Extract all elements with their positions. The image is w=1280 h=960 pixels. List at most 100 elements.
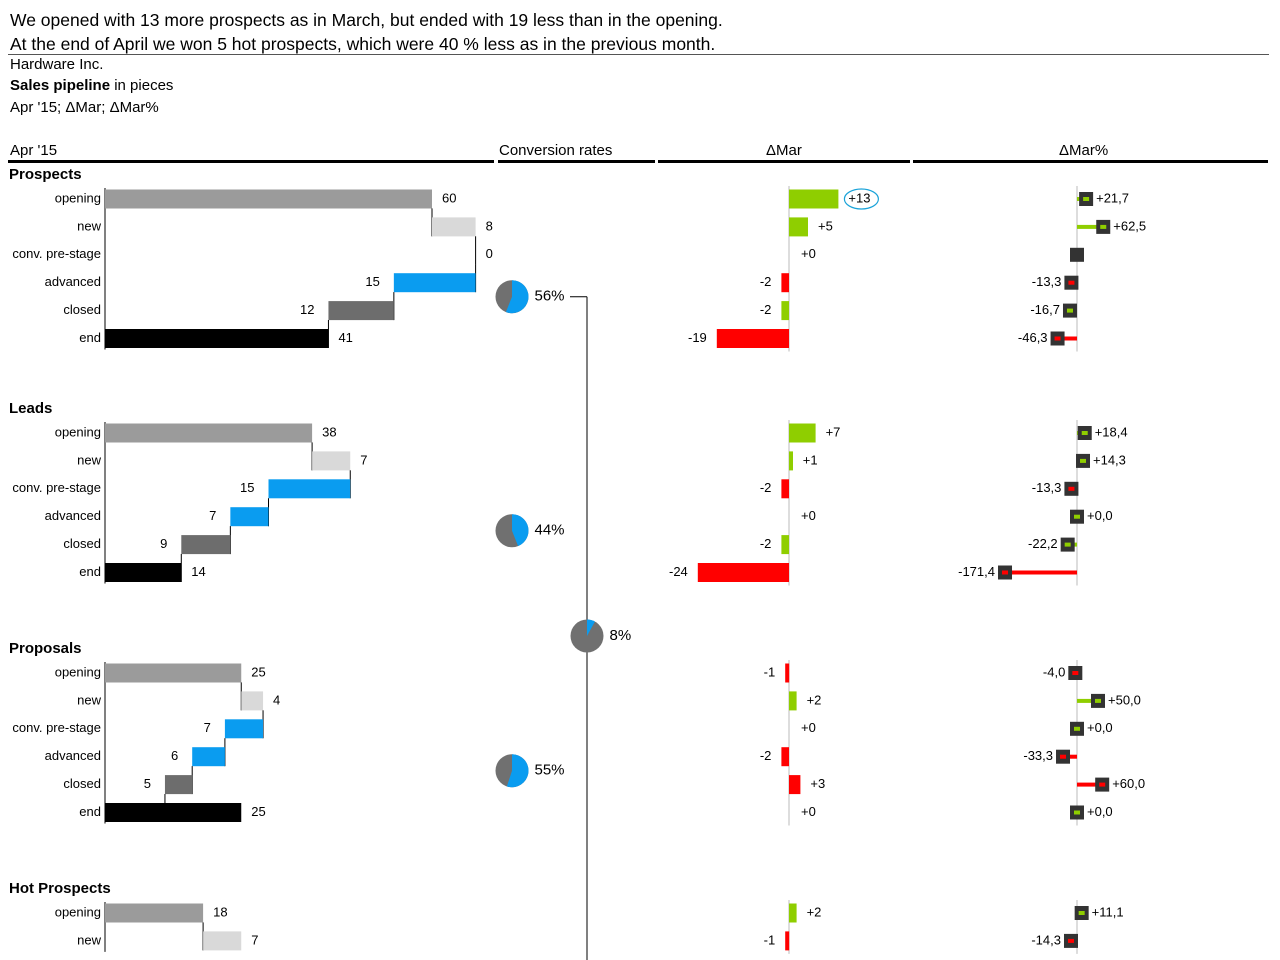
delta-pct-label: +18,4 xyxy=(1095,424,1128,439)
delta-bar xyxy=(789,691,797,711)
conversion-pie-slice xyxy=(506,754,529,788)
value-label: 6 xyxy=(171,748,178,763)
delta-pct-label: +0,0 xyxy=(1087,508,1113,523)
conversion-pie-slice xyxy=(512,514,529,547)
value-label: 7 xyxy=(209,508,216,523)
delta-pct-stem xyxy=(1057,336,1077,341)
value-label: 18 xyxy=(213,904,227,919)
delta-label: +5 xyxy=(818,218,833,233)
delta-pct-label: +0,0 xyxy=(1087,804,1113,819)
conversion-pie-label: 55% xyxy=(535,762,565,779)
value-label: 0 xyxy=(486,246,493,261)
value-label: 12 xyxy=(300,302,314,317)
row-label: end xyxy=(79,804,101,819)
delta-pct-label: +50,0 xyxy=(1108,692,1141,707)
delta-pct-pin-mark xyxy=(1068,280,1075,285)
waterfall-bar xyxy=(105,329,329,348)
delta-pct-pin-mark xyxy=(1081,431,1088,435)
delta-label: +2 xyxy=(807,692,822,707)
value-label: 25 xyxy=(251,664,265,679)
delta-label: -2 xyxy=(760,480,772,495)
delta-bar xyxy=(781,273,789,293)
waterfall-bar xyxy=(224,719,264,739)
column-rule-values xyxy=(8,160,494,163)
period-label: Apr '15; ΔMar; ΔMar% xyxy=(10,99,159,116)
delta-bar xyxy=(781,301,789,321)
delta-pct-pin-mark xyxy=(1066,308,1073,313)
delta-bar xyxy=(789,451,793,471)
value-label: 41 xyxy=(338,330,352,345)
delta-pct-pin-mark xyxy=(1074,726,1080,731)
delta-bar xyxy=(785,663,790,683)
delta-pct-label: +21,7 xyxy=(1096,190,1129,205)
delta-bar xyxy=(789,189,839,209)
delta-pct-pin-mark xyxy=(1054,336,1061,341)
waterfall-bar xyxy=(105,423,313,443)
delta-pct-pin-mark xyxy=(1074,810,1080,815)
row-label: advanced xyxy=(45,748,101,763)
delta-pct-pin-mark xyxy=(1002,570,1009,575)
value-label: 4 xyxy=(273,692,280,707)
waterfall-bar xyxy=(241,691,264,711)
delta-pct-label: -13,3 xyxy=(1032,480,1062,495)
waterfall-bar xyxy=(393,273,476,293)
delta-label: -2 xyxy=(760,302,772,317)
delta-pct-pin-mark xyxy=(1100,224,1107,229)
row-label: closed xyxy=(63,302,101,317)
delta-bar xyxy=(716,329,789,348)
waterfall-bar xyxy=(268,479,351,499)
header-divider xyxy=(8,54,1269,55)
delta-bar xyxy=(785,931,790,951)
row-label: new xyxy=(77,218,101,233)
delta-pct-pin-mark xyxy=(1095,698,1101,703)
delta-label: -2 xyxy=(760,274,772,289)
waterfall-bar xyxy=(164,775,193,795)
row-label: closed xyxy=(63,536,101,551)
row-label: closed xyxy=(63,776,101,791)
message-line-1: We opened with 13 more prospects as in M… xyxy=(10,10,723,30)
value-label: 15 xyxy=(240,480,254,495)
value-label: 14 xyxy=(191,564,205,579)
delta-label: +1 xyxy=(803,452,818,467)
conversion-pie-label: 56% xyxy=(535,288,565,305)
delta-label: -2 xyxy=(760,536,772,551)
row-label: opening xyxy=(55,424,101,439)
row-label: conv. pre-stage xyxy=(12,720,101,735)
message-line-2: At the end of April we won 5 hot prospec… xyxy=(10,34,716,54)
delta-bar xyxy=(789,775,801,795)
delta-highlight xyxy=(843,188,880,210)
delta-pct-label: -13,3 xyxy=(1032,274,1062,289)
delta-pct-stem xyxy=(1005,570,1077,575)
measure-name: Sales pipeline xyxy=(10,77,111,94)
delta-pct-pin-mark xyxy=(1099,782,1106,787)
delta-pct-pin-mark xyxy=(1072,671,1079,675)
row-label: new xyxy=(77,932,101,947)
waterfall-bar xyxy=(192,747,225,767)
delta-bar xyxy=(781,747,789,767)
delta-pct-pin-mark xyxy=(1067,938,1074,943)
group-title: Proposals xyxy=(9,640,82,657)
delta-bar xyxy=(697,563,789,582)
delta-label: +0 xyxy=(801,804,816,819)
row-label: conv. pre-stage xyxy=(12,480,101,495)
row-label: conv. pre-stage xyxy=(12,246,101,261)
delta-pct-pin-mark xyxy=(1078,911,1085,915)
value-label: 5 xyxy=(144,776,151,791)
value-label: 7 xyxy=(251,932,258,947)
delta-pct-pin-mark xyxy=(1060,754,1067,759)
waterfall-bar xyxy=(105,803,242,822)
row-label: end xyxy=(79,330,101,345)
waterfall-bar xyxy=(105,189,432,209)
delta-label: +7 xyxy=(826,424,841,439)
delta-pct-label: -16,7 xyxy=(1030,302,1060,317)
row-label: opening xyxy=(55,664,101,679)
delta-pct-stem xyxy=(1077,698,1098,703)
delta-label: -1 xyxy=(764,664,776,679)
delta-bar xyxy=(789,423,816,443)
column-header-values: Apr '15 xyxy=(10,142,58,159)
delta-pct-label: -14,3 xyxy=(1031,932,1061,947)
group-title: Prospects xyxy=(9,166,82,183)
waterfall-bar xyxy=(432,217,476,237)
delta-pct-label: +14,3 xyxy=(1093,452,1126,467)
